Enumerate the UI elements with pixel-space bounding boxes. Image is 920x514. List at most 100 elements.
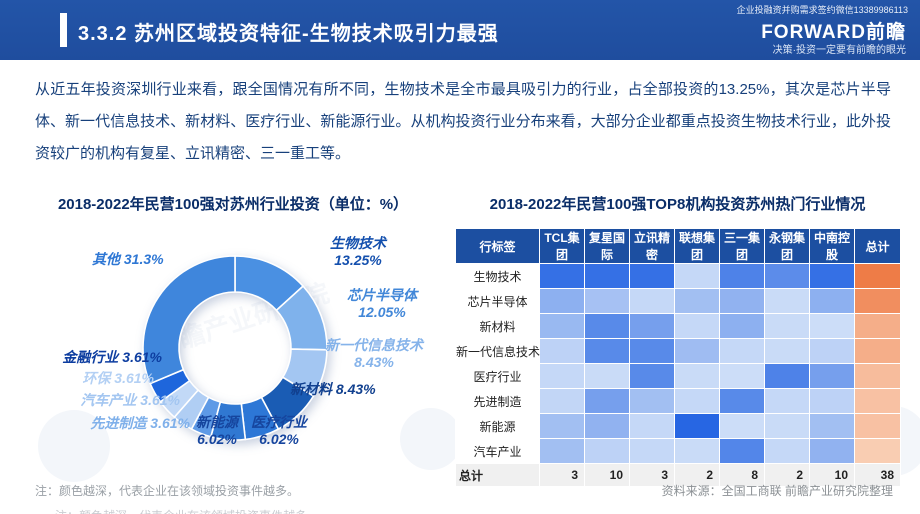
heatmap-cell [809, 288, 855, 314]
donut-chart: 生物技术 13.25% 芯片半导体 12.05% 新一代信息技术 8.43% 新材料 8.4… [28, 215, 450, 473]
heatmap-cell [584, 388, 630, 414]
row-label: 医疗行业 [455, 363, 540, 389]
row-label: 先进制造 [455, 388, 540, 414]
heatmap-cell [539, 288, 585, 314]
forward-logo: FORWARD前瞻 [761, 22, 906, 43]
heatmap-cell [809, 338, 855, 364]
totals-row-label: 总计 [455, 463, 540, 487]
heatmap-cell [809, 438, 855, 464]
heatmap-cell [539, 363, 585, 389]
column-total-value: 2 [674, 463, 720, 487]
heatmap-cell [584, 313, 630, 339]
footnote: 注：颜色越深，代表企业在该领域投资事件越多。 [35, 484, 300, 498]
heatmap-cell [584, 288, 630, 314]
heatmap-cell [764, 363, 810, 389]
column-total-value: 8 [719, 463, 765, 487]
heatmap-row-汽车产业: 汽车产业 [455, 438, 901, 464]
heatmap-cell [809, 263, 855, 289]
heatmap-cell [629, 413, 675, 439]
heatmap-cell [764, 263, 810, 289]
heatmap-cell [809, 413, 855, 439]
heatmap-cell [629, 288, 675, 314]
heatmap-cell [674, 363, 720, 389]
heatmap-row-新一代信息技术: 新一代信息技术 [455, 338, 901, 364]
heatmap-cell [539, 263, 585, 289]
heatmap-cell [629, 338, 675, 364]
donut-segment-其他 [142, 255, 236, 385]
heatmap-cell [764, 313, 810, 339]
heatmap-total-cell [854, 288, 901, 314]
column-total-value: 3 [629, 463, 675, 487]
heatmap-cell [584, 363, 630, 389]
heatmap-cell [674, 288, 720, 314]
heatmap-col-header-中南控股: 中南控股 [809, 228, 855, 264]
heatmap-total-cell [854, 413, 901, 439]
heatmap-cell [764, 338, 810, 364]
heatmap-table: 行标签 TCL集团 复星国际 立讯精密 联想集团 三一集团 永钢集团 中南控股 总计 生物技术 芯片… [455, 228, 901, 487]
heatmap-total-cell [854, 338, 901, 364]
heatmap-cell [539, 438, 585, 464]
column-total-value: 10 [584, 463, 630, 487]
heatmap-cell [539, 313, 585, 339]
cutoff-next-line: 注：颜色越深，代表企业在该领域投资事件越多。 [55, 507, 319, 514]
heatmap-cell [539, 388, 585, 414]
donut-label-先进制造: 先进制造 3.61% [90, 415, 190, 431]
heatmap-cell [764, 413, 810, 439]
heatmap-cell [764, 388, 810, 414]
heatmap-cell [764, 288, 810, 314]
heatmap-total-cell [854, 388, 901, 414]
heatmap-cell [674, 388, 720, 414]
heatmap-row-新能源: 新能源 [455, 413, 901, 439]
heatmap-cell [629, 313, 675, 339]
heatmap-cell [674, 338, 720, 364]
heatmap-totals-row: 总计 3 10 3 2 8 2 10 38 [455, 463, 901, 487]
heatmap-cell [629, 438, 675, 464]
donut-rings [142, 255, 328, 441]
donut-chart-title: 2018-2022年民营100强对苏州行业投资（单位：%） [57, 196, 409, 213]
heatmap-row-先进制造: 先进制造 [455, 388, 901, 414]
heatmap-cell [719, 413, 765, 439]
heatmap-cell [719, 313, 765, 339]
heatmap-col-header-三一集团: 三一集团 [719, 228, 765, 264]
heatmap-panel: 行标签 TCL集团 复星国际 立讯精密 联想集团 三一集团 永钢集团 中南控股 总计 生物技术 芯片… [455, 228, 901, 487]
heatmap-cell [719, 363, 765, 389]
donut-label-新一代信息技术: 新一代信息技术 8.43% [325, 337, 423, 370]
watermark-circle [38, 410, 110, 482]
heatmap-cell [539, 413, 585, 439]
heatmap-cell [629, 388, 675, 414]
row-label: 芯片半导体 [455, 288, 540, 314]
donut-label-金融行业: 金融行业 3.61% [62, 349, 162, 365]
heatmap-cell [719, 338, 765, 364]
row-label: 新一代信息技术 [455, 338, 540, 364]
header-bar: 3.3.2 苏州区域投资特征-生物技术吸引力最强 企业投融资并购需求签约微信13… [0, 0, 920, 60]
heatmap-cell [584, 263, 630, 289]
row-label: 汽车产业 [455, 438, 540, 464]
heatmap-cell [584, 413, 630, 439]
heatmap-row-芯片半导体: 芯片半导体 [455, 288, 901, 314]
contact-note: 企业投融资并购需求签约微信13389986113 [736, 5, 908, 15]
row-label: 生物技术 [455, 263, 540, 289]
intro-paragraph: 从近五年投资深圳行业来看，跟全国情况有所不同，生物技术是全市最具吸引力的行业，占… [35, 81, 891, 162]
heatmap-cell [674, 313, 720, 339]
heatmap-cell [584, 438, 630, 464]
donut-label-芯片半导体: 芯片半导体 12.05% [347, 287, 417, 320]
heatmap-cell [764, 438, 810, 464]
heatmap-col-header-复星国际: 复星国际 [584, 228, 630, 264]
heatmap-row-生物技术: 生物技术 [455, 263, 901, 289]
watermark-circle [400, 408, 462, 470]
donut-label-医疗行业: 医疗行业 6.02% [251, 414, 307, 447]
heatmap-total-cell [854, 263, 901, 289]
page-title: 3.3.2 苏州区域投资特征-生物技术吸引力最强 [78, 23, 499, 45]
heatmap-total-cell [854, 313, 901, 339]
heatmap-total-cell [854, 438, 901, 464]
heatmap-cell [809, 313, 855, 339]
donut-label-新材料: 新材料 8.43% [290, 381, 376, 397]
heatmap-cell [674, 438, 720, 464]
heatmap-col-header-行标签: 行标签 [455, 228, 540, 264]
heatmap-row-新材料: 新材料 [455, 313, 901, 339]
heatmap-cell [674, 413, 720, 439]
heatmap-col-header-永钢集团: 永钢集团 [764, 228, 810, 264]
heatmap-col-header-TCL集团: TCL集团 [539, 228, 585, 264]
title-accent-bar [60, 13, 67, 47]
